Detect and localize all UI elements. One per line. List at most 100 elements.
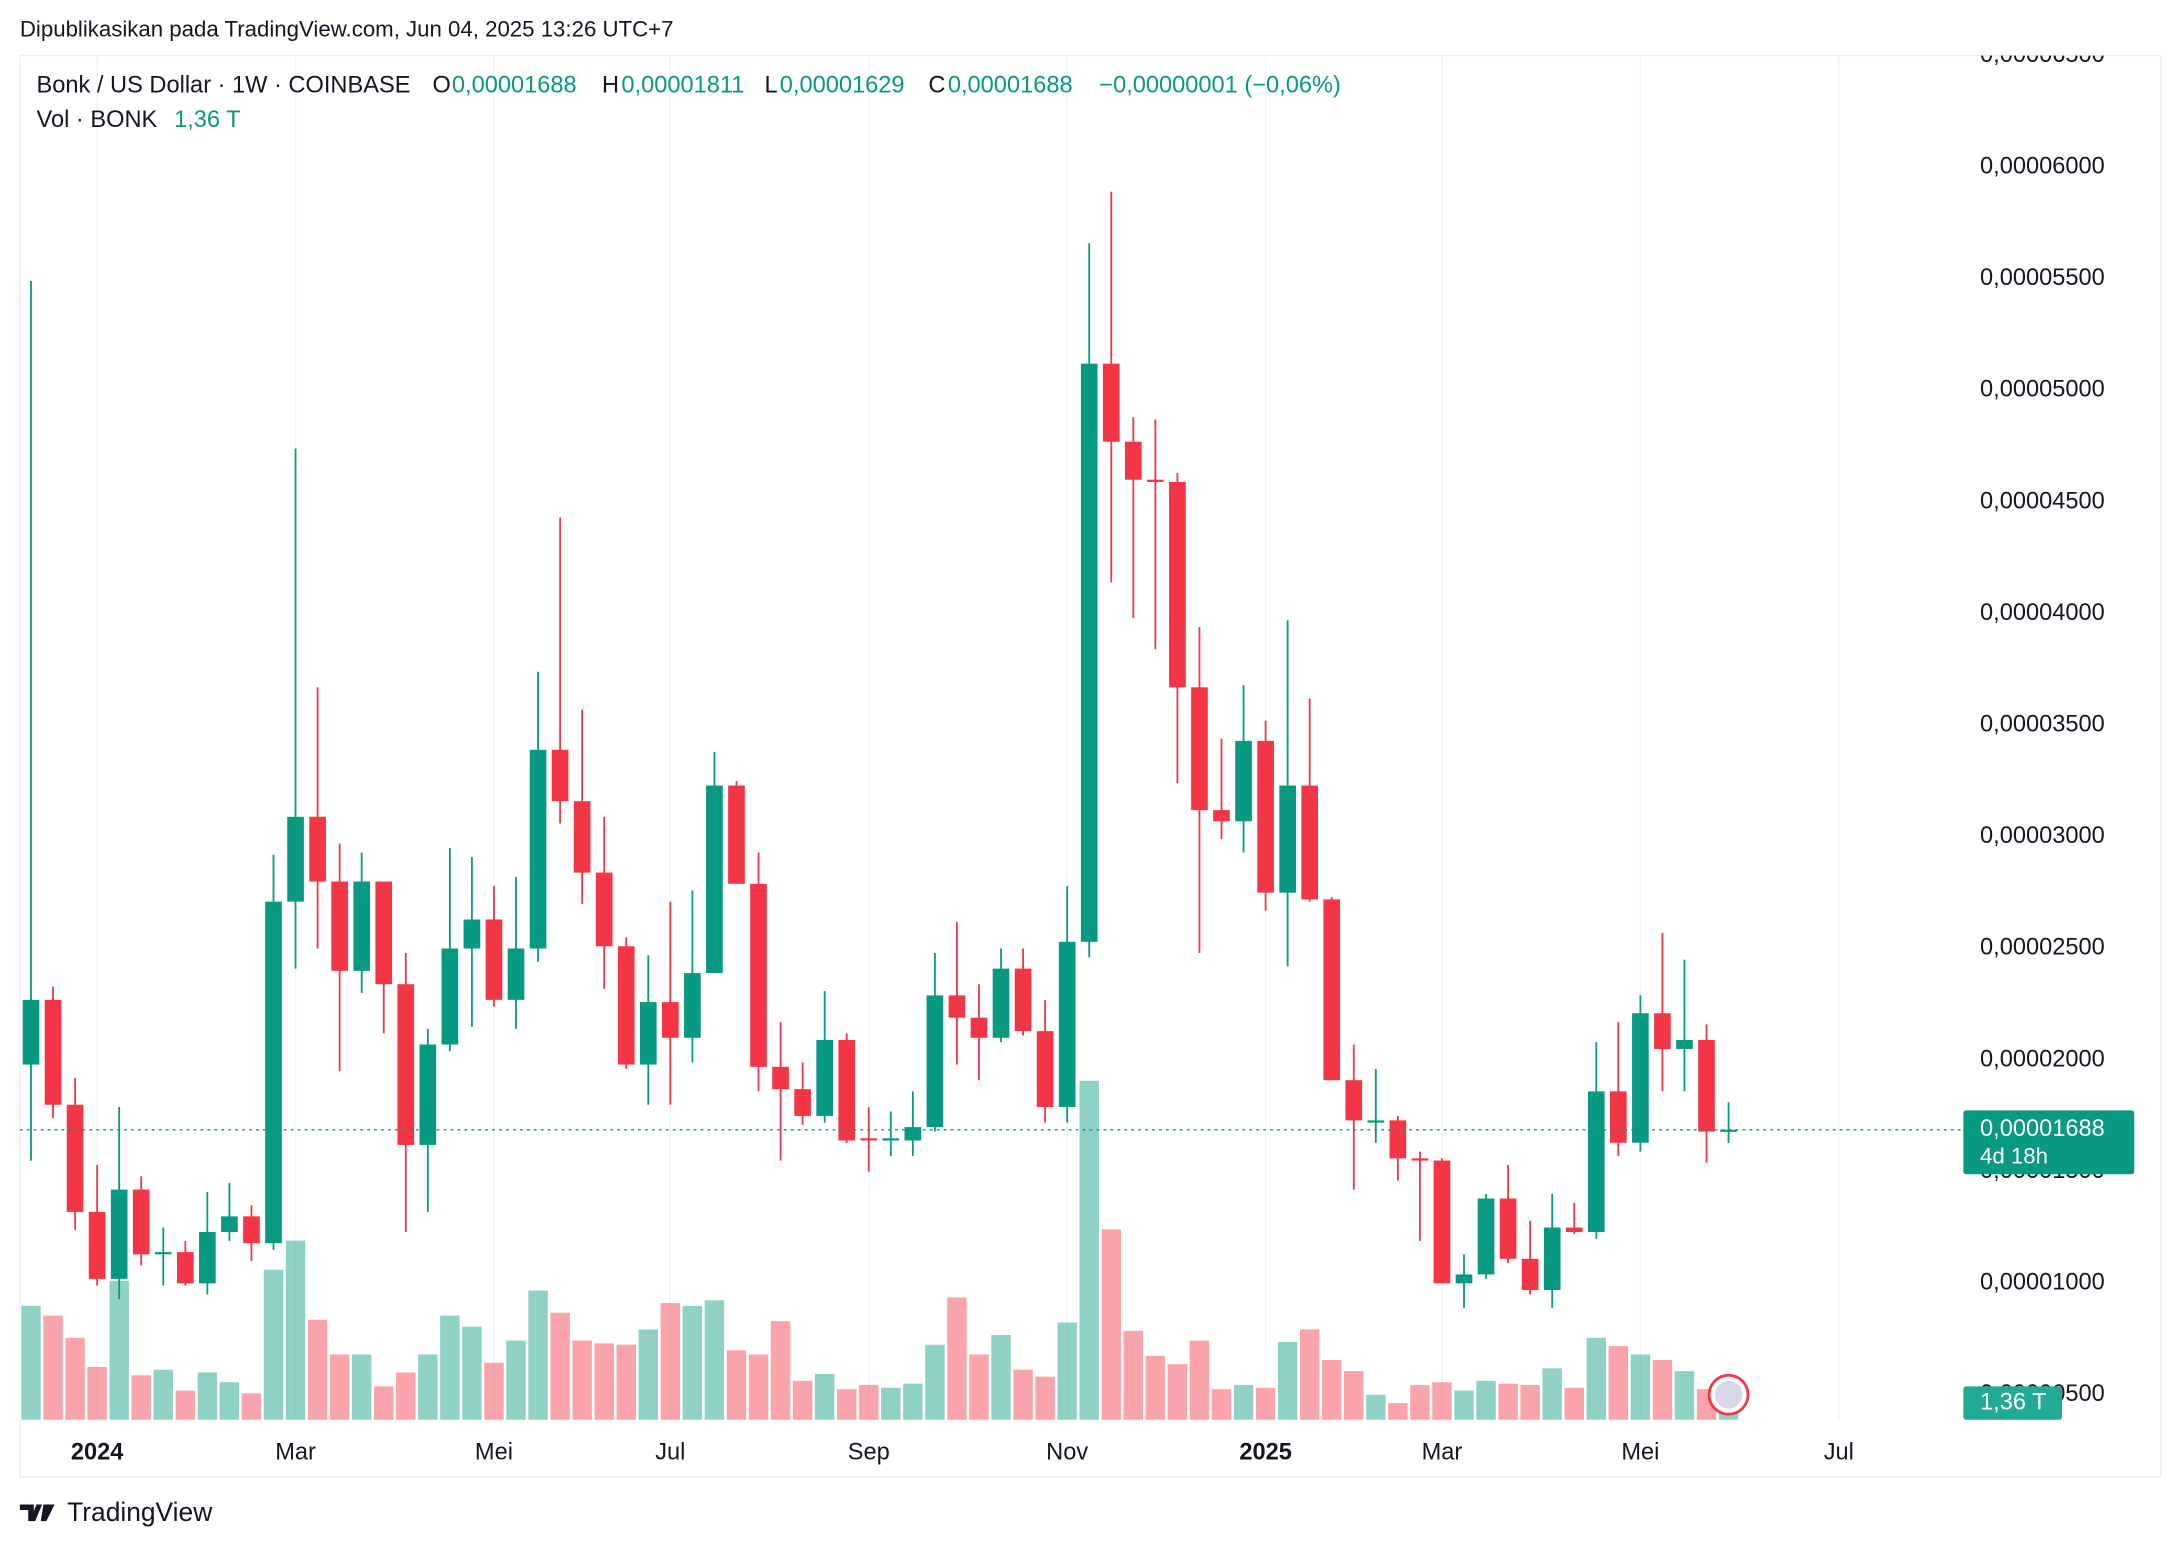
candle-body <box>44 999 62 1105</box>
candle-body <box>22 999 40 1065</box>
volume-bar <box>1057 1322 1077 1420</box>
volume-bar <box>682 1305 703 1420</box>
volume-bar <box>947 1297 967 1420</box>
candle-body <box>1477 1198 1495 1275</box>
volume-bar <box>1388 1403 1408 1420</box>
candle-body <box>948 995 966 1018</box>
volume-bar <box>1189 1340 1210 1420</box>
ohlc-key: H <box>602 72 619 98</box>
candle-body <box>1433 1160 1451 1284</box>
y-tick-label: 0,00005000 <box>1980 377 2105 403</box>
candle-body <box>1169 481 1186 688</box>
volume-bar <box>748 1354 769 1420</box>
volume-bar <box>881 1387 901 1420</box>
volume-bar <box>594 1343 614 1420</box>
volume-bar <box>1476 1380 1496 1420</box>
volume-bar <box>660 1303 681 1420</box>
volume-bar <box>440 1315 460 1420</box>
candle-body <box>221 1216 238 1233</box>
candle-body <box>1124 441 1142 480</box>
volume-bar <box>197 1372 218 1420</box>
candle-body <box>110 1189 128 1279</box>
volume-bar <box>1035 1376 1055 1420</box>
volume-bar <box>1322 1360 1342 1420</box>
volume-bar <box>153 1369 173 1420</box>
volume-bar <box>1101 1229 1121 1420</box>
candle-body <box>639 1002 657 1065</box>
candle-body <box>662 1002 679 1038</box>
candle-body <box>309 816 326 882</box>
candle-body <box>1632 1013 1649 1143</box>
candle-body <box>970 1017 988 1038</box>
y-tick-label: 0,00002500 <box>1980 935 2105 961</box>
volume-bar <box>1542 1368 1562 1420</box>
volume-bar <box>21 1305 41 1420</box>
volume-bar <box>770 1321 791 1420</box>
volume-badge <box>1963 1386 2062 1420</box>
volume-bar <box>462 1326 482 1420</box>
volume-bar <box>1299 1329 1320 1420</box>
candle-body <box>838 1040 856 1141</box>
volume-bar <box>1277 1341 1298 1420</box>
x-tick-label: Jul <box>655 1439 685 1465</box>
candle-body <box>684 973 701 1038</box>
volume-bar <box>263 1269 284 1420</box>
candle-body <box>1102 363 1120 442</box>
candle-body <box>132 1189 150 1255</box>
candle-body <box>617 946 635 1065</box>
candle-body <box>1499 1198 1517 1259</box>
candle-body <box>441 948 459 1045</box>
volume-bar <box>836 1389 857 1420</box>
candle-body <box>419 1044 437 1145</box>
volume-bar <box>374 1386 394 1420</box>
ohlc-key: O <box>432 72 450 98</box>
candle-body <box>375 881 393 985</box>
volume-bar <box>241 1393 262 1420</box>
candle-body <box>728 785 745 884</box>
volume-bar <box>219 1382 240 1420</box>
volume-bar <box>991 1335 1011 1420</box>
volume-bar <box>903 1383 923 1420</box>
volume-legend: Vol · BONK <box>37 107 158 133</box>
x-tick-label: Mei <box>475 1439 513 1465</box>
candle-body <box>706 785 723 974</box>
candle-body <box>1521 1258 1539 1291</box>
ohlc-key: C <box>928 72 945 98</box>
y-tick-label: 0,00004500 <box>1980 488 2105 514</box>
published-note: Dipublikasikan pada TradingView.com, Jun… <box>20 16 674 41</box>
candle-body <box>1587 1091 1605 1233</box>
volume-bar <box>550 1312 570 1420</box>
ohlc-key: L <box>764 72 777 98</box>
volume-bar <box>285 1240 306 1420</box>
countdown: 4d 18h <box>1980 1143 2048 1168</box>
volume-bar <box>1410 1385 1430 1420</box>
volume-bar <box>329 1354 350 1420</box>
volume-bar <box>969 1354 989 1420</box>
y-tick-label: 0,00003000 <box>1980 823 2105 849</box>
candle-body <box>1279 785 1296 893</box>
volume-bar <box>351 1354 372 1420</box>
ohlc-value: 0,00001688 <box>948 72 1073 98</box>
candle-body <box>1080 363 1098 942</box>
candle-body <box>1654 1013 1671 1049</box>
volume-bar <box>1652 1360 1673 1420</box>
candle-body <box>1610 1091 1627 1143</box>
volume-bar <box>572 1340 592 1420</box>
volume-badge-value: 1,36 T <box>1980 1389 2047 1415</box>
x-tick-label: Sep <box>848 1439 890 1465</box>
candle-body <box>88 1211 106 1279</box>
candle-body <box>1301 785 1319 900</box>
candle-body <box>1543 1227 1561 1291</box>
volume-bar <box>528 1290 548 1420</box>
volume-bar <box>1608 1346 1629 1420</box>
volume-bar <box>1718 1412 1739 1420</box>
volume-bar <box>506 1340 526 1420</box>
y-tick-label: 0,00006500 <box>1980 42 2105 68</box>
volume-bar <box>1255 1387 1276 1420</box>
country-flag-inner <box>1714 1380 1743 1409</box>
volume-bar <box>43 1315 63 1420</box>
volume-bar <box>1079 1080 1099 1420</box>
candle-body <box>529 749 547 949</box>
volume-bar <box>704 1300 725 1420</box>
candle-body <box>860 1138 878 1141</box>
